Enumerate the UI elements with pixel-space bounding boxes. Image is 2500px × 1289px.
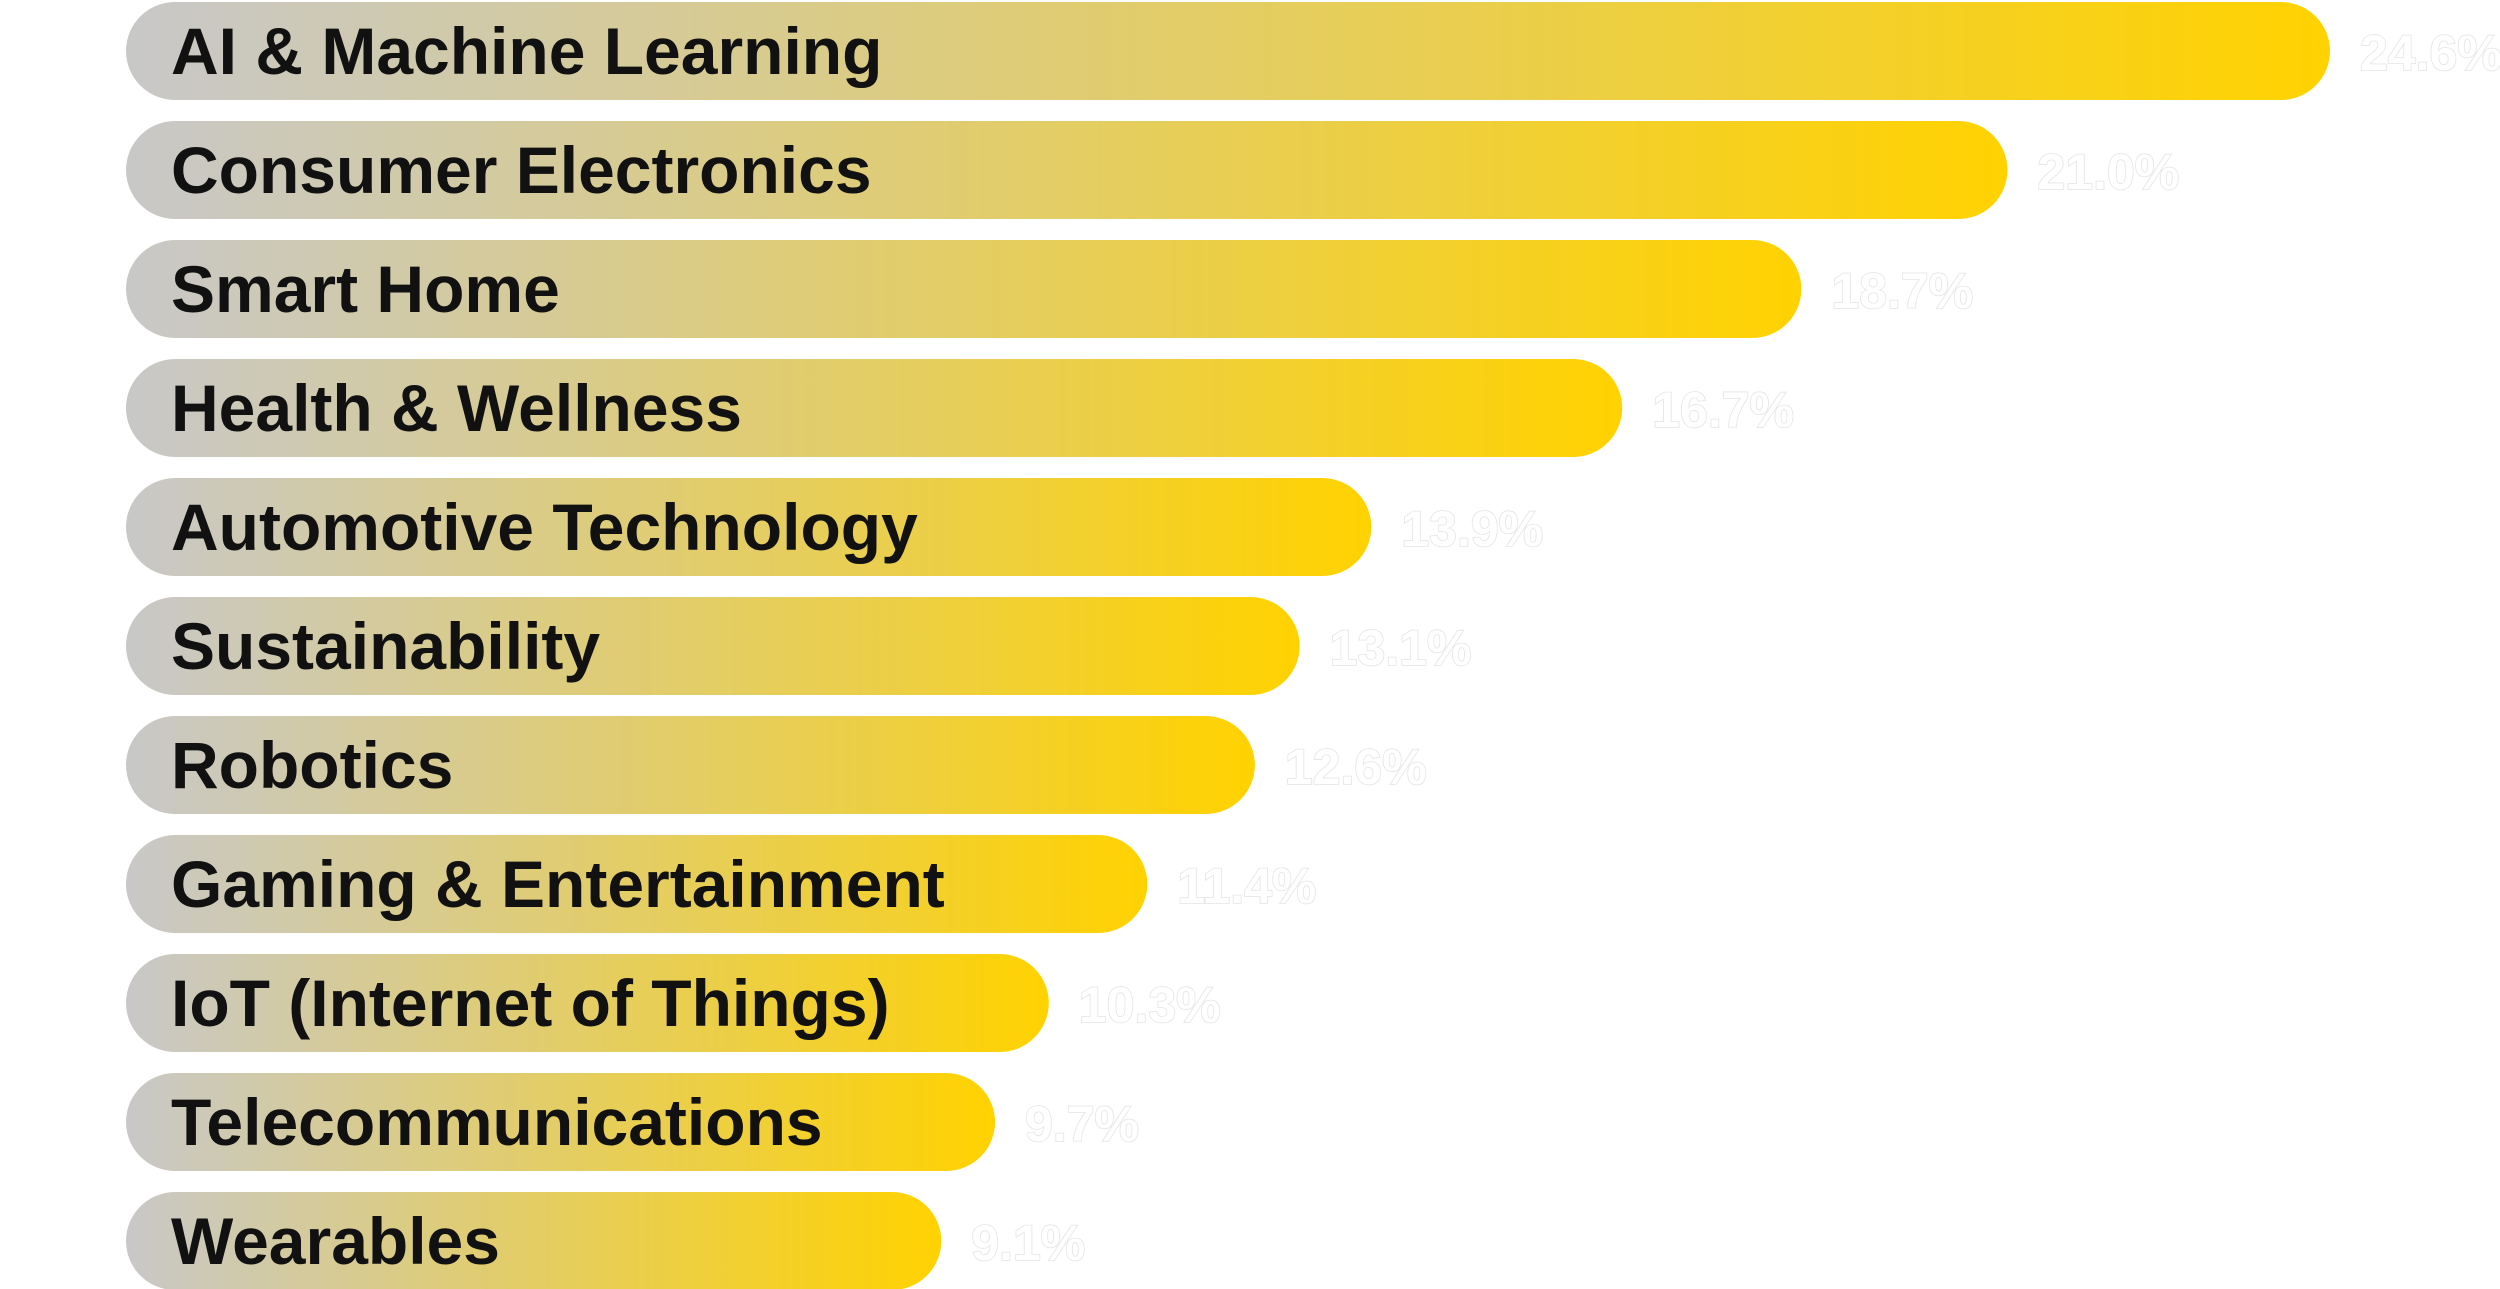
bar-5 bbox=[126, 478, 1372, 576]
bar-value-label: 13.9% bbox=[1401, 501, 1543, 557]
bar-3 bbox=[126, 240, 1802, 338]
bar-8 bbox=[126, 835, 1148, 933]
bar-category-label: Sustainability bbox=[171, 609, 600, 683]
bar-category-label: IoT (Internet of Things) bbox=[171, 966, 890, 1040]
bar-category-label: Wearables bbox=[171, 1204, 500, 1278]
bar-category-label: Consumer Electronics bbox=[171, 133, 872, 207]
bar-value-label: 18.7% bbox=[1831, 263, 1973, 319]
bar-category-label: Telecommunications bbox=[171, 1085, 823, 1159]
bar-2 bbox=[126, 121, 2008, 219]
bar-value-label: 12.6% bbox=[1285, 739, 1427, 795]
bar-value-label: 9.1% bbox=[971, 1215, 1085, 1271]
bar-4 bbox=[126, 359, 1623, 457]
bar-value-label: 13.1% bbox=[1330, 620, 1472, 676]
bar-category-label: Automotive Technology bbox=[171, 490, 918, 564]
bar-value-label: 10.3% bbox=[1079, 977, 1221, 1033]
bar-category-label: Health & Wellness bbox=[171, 371, 742, 445]
bar-value-label: 16.7% bbox=[1652, 382, 1794, 438]
bar-9 bbox=[126, 954, 1049, 1052]
bar-value-label: 24.6% bbox=[2360, 25, 2500, 81]
bars-group: AI & Machine Learning 24.6% Consumer Elect… bbox=[126, 2, 2500, 1289]
bar-11 bbox=[126, 1192, 942, 1289]
bar-6 bbox=[126, 597, 1300, 695]
bar-category-label: AI & Machine Learning bbox=[171, 14, 882, 88]
bar-10 bbox=[126, 1073, 996, 1171]
bar-value-label: 9.7% bbox=[1025, 1096, 1139, 1152]
bar-value-label: 21.0% bbox=[2037, 144, 2179, 200]
bar-7 bbox=[126, 716, 1255, 814]
bar-category-label: Robotics bbox=[171, 728, 453, 802]
bar-category-label: Gaming & Entertainment bbox=[171, 847, 945, 921]
bar-category-label: Smart Home bbox=[171, 252, 560, 326]
bar-1 bbox=[126, 2, 2330, 100]
bar-value-label: 11.4% bbox=[1177, 858, 1316, 914]
